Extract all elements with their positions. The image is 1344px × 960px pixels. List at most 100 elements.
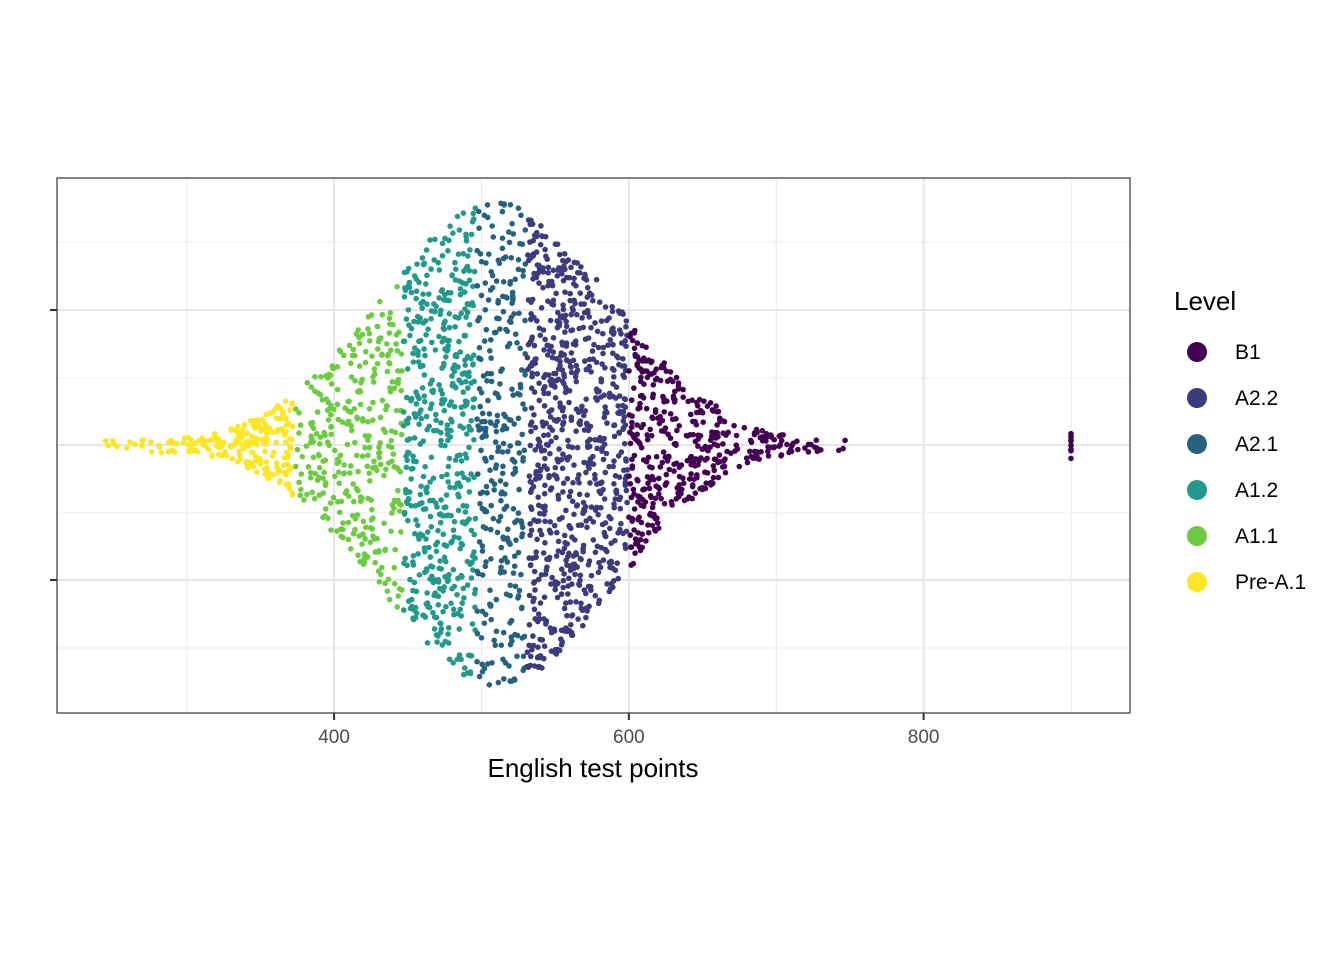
data-point — [337, 452, 344, 459]
data-point — [283, 472, 289, 478]
data-point — [509, 638, 515, 644]
data-point — [620, 426, 626, 433]
data-point — [598, 504, 604, 511]
data-point — [717, 458, 723, 465]
data-point — [341, 352, 347, 359]
data-point — [641, 486, 648, 492]
data-point — [465, 385, 471, 391]
data-point — [172, 440, 179, 447]
data-point — [752, 448, 758, 455]
data-point — [470, 396, 477, 403]
data-point — [531, 342, 538, 349]
data-point — [675, 490, 681, 496]
data-point — [452, 324, 458, 330]
data-point — [348, 409, 354, 415]
data-point — [1068, 442, 1074, 449]
data-point — [427, 381, 434, 387]
data-point — [345, 536, 352, 543]
data-point — [307, 475, 314, 481]
data-point — [512, 468, 519, 475]
data-point — [494, 315, 500, 322]
data-point — [245, 438, 251, 444]
data-point — [578, 600, 584, 607]
data-point — [547, 414, 554, 420]
data-point — [497, 326, 503, 332]
data-point — [376, 449, 383, 456]
data-point — [576, 581, 582, 587]
data-point — [387, 321, 393, 327]
data-point — [560, 257, 566, 264]
data-point — [661, 409, 667, 415]
data-point — [641, 381, 647, 388]
data-point — [615, 453, 622, 459]
data-point — [631, 506, 638, 512]
data-point — [478, 292, 485, 299]
data-point — [600, 456, 607, 463]
data-point — [584, 294, 591, 300]
data-point — [328, 431, 335, 438]
data-point — [445, 479, 452, 485]
data-point — [489, 284, 496, 291]
data-point — [582, 336, 589, 343]
data-point — [470, 283, 476, 290]
data-point — [484, 490, 490, 496]
data-point — [435, 527, 441, 534]
data-point — [332, 447, 338, 454]
data-point — [350, 346, 357, 353]
data-point — [433, 542, 439, 548]
data-point — [607, 525, 613, 532]
data-point — [369, 353, 375, 360]
data-point — [644, 436, 651, 443]
data-point — [606, 463, 612, 470]
data-point — [583, 396, 589, 403]
data-point — [436, 333, 442, 340]
data-point — [423, 332, 429, 338]
data-point — [328, 411, 334, 418]
data-point — [451, 403, 458, 410]
data-point — [488, 370, 495, 377]
data-point — [561, 263, 567, 270]
data-point — [423, 536, 429, 542]
data-point — [410, 559, 416, 565]
data-point — [588, 572, 595, 579]
data-point — [510, 506, 517, 512]
data-point — [671, 461, 677, 468]
data-point — [413, 288, 420, 295]
data-point — [434, 427, 440, 434]
data-point — [445, 512, 452, 518]
data-point — [725, 429, 731, 436]
data-point — [316, 492, 323, 498]
data-point — [357, 494, 364, 500]
data-point — [450, 527, 457, 533]
data-point — [568, 327, 574, 334]
data-point — [541, 463, 548, 469]
data-point — [281, 455, 288, 461]
data-point — [384, 368, 391, 375]
data-point — [569, 444, 576, 451]
data-point — [324, 439, 331, 446]
data-point — [457, 606, 464, 613]
data-point — [388, 428, 395, 434]
data-point — [477, 251, 484, 257]
data-point — [584, 608, 590, 614]
data-point — [836, 447, 842, 454]
data-point — [665, 431, 671, 438]
data-point — [680, 480, 687, 487]
data-point — [475, 208, 482, 215]
data-point — [449, 272, 456, 278]
data-point — [602, 532, 608, 539]
data-point — [581, 427, 588, 433]
data-point — [510, 297, 516, 303]
data-point — [462, 362, 469, 369]
data-point — [500, 279, 507, 285]
data-point — [535, 502, 542, 509]
data-point — [544, 564, 550, 570]
data-point — [560, 451, 566, 458]
data-point — [335, 416, 342, 423]
data-point — [417, 531, 424, 537]
data-point — [639, 369, 645, 375]
data-point — [813, 437, 820, 444]
data-point — [506, 229, 512, 235]
data-point — [568, 621, 574, 628]
data-point — [447, 223, 453, 229]
